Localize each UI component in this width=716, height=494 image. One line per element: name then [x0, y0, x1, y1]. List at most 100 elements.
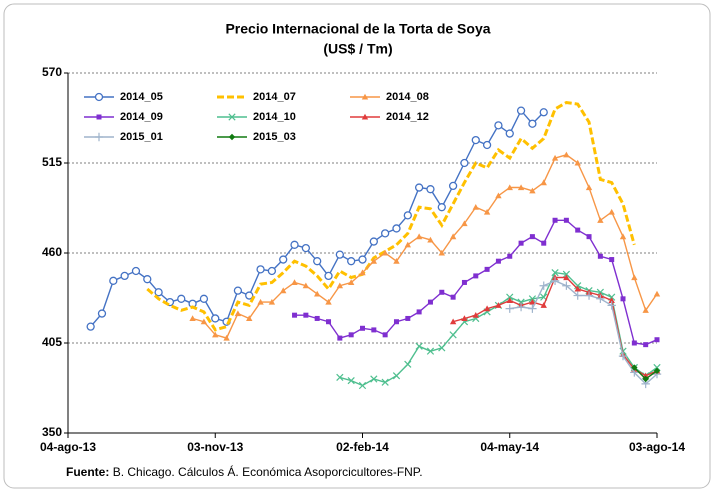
marker-shape: [619, 233, 627, 240]
marker: [393, 257, 400, 264]
marker: [336, 282, 344, 289]
frame: [3, 3, 711, 489]
marker-shape: [495, 258, 501, 264]
marker: [643, 342, 649, 348]
marker: [291, 279, 298, 286]
marker-shape: [381, 229, 390, 238]
marker-shape: [86, 322, 95, 331]
marker: [495, 192, 502, 199]
marker-shape: [484, 266, 490, 272]
marker-shape: [528, 295, 537, 303]
marker-shape: [415, 342, 423, 350]
marker-shape: [369, 237, 378, 246]
marker: [450, 294, 456, 300]
x-tick-label: 03-nov-13: [187, 440, 243, 454]
marker-shape: [313, 257, 322, 266]
marker-shape: [415, 233, 423, 240]
marker-shape: [631, 274, 638, 281]
marker-shape: [472, 311, 479, 318]
marker: [303, 312, 309, 318]
marker-shape: [506, 184, 513, 191]
marker: [449, 233, 457, 240]
marker: [257, 298, 264, 305]
marker-shape: [360, 325, 365, 331]
source-text: B. Chicago. Cálculos Á. Económica Asopor…: [113, 464, 423, 479]
marker: [539, 108, 548, 117]
marker: [336, 373, 344, 381]
marker-shape: [96, 114, 102, 120]
marker: [563, 217, 569, 223]
marker: [267, 266, 277, 276]
marker-shape: [471, 135, 480, 145]
marker-shape: [245, 291, 254, 300]
marker-shape: [233, 286, 243, 295]
marker: [369, 237, 378, 246]
marker: [484, 266, 490, 272]
series-line: [192, 154, 658, 339]
marker: [449, 318, 457, 325]
marker-shape: [461, 315, 468, 322]
marker-shape: [336, 373, 344, 381]
marker-shape: [540, 179, 547, 186]
marker-shape: [507, 253, 513, 259]
marker: [392, 224, 401, 233]
marker-shape: [586, 234, 592, 240]
marker: [245, 291, 254, 300]
marker: [563, 274, 570, 281]
marker-shape: [337, 335, 343, 341]
marker-shape: [584, 291, 594, 300]
marker-shape: [325, 298, 332, 305]
marker-shape: [654, 337, 660, 343]
marker: [540, 179, 547, 186]
marker: [529, 298, 536, 305]
marker: [517, 184, 525, 191]
marker: [585, 184, 593, 191]
legend-marker: [361, 93, 369, 100]
marker-shape: [359, 269, 366, 276]
marker-shape: [347, 279, 355, 286]
marker-shape: [528, 119, 537, 128]
marker-shape: [291, 279, 298, 286]
marker: [437, 203, 446, 212]
marker-shape: [143, 275, 152, 284]
marker-shape: [348, 332, 354, 338]
legend-label: 2014_05: [120, 91, 163, 103]
marker: [631, 274, 638, 281]
marker: [494, 121, 503, 130]
marker-shape: [574, 282, 582, 290]
marker: [392, 372, 401, 380]
marker: [551, 269, 559, 277]
legend-marker: [228, 113, 236, 121]
marker-shape: [279, 255, 288, 264]
marker-shape: [461, 220, 468, 227]
marker: [358, 255, 367, 264]
marker: [551, 154, 559, 161]
marker-shape: [448, 181, 458, 191]
marker-shape: [552, 217, 558, 223]
marker-shape: [449, 331, 457, 339]
marker-shape: [313, 290, 321, 297]
marker-shape: [392, 372, 401, 380]
marker: [382, 332, 388, 338]
marker: [607, 301, 616, 310]
marker-shape: [483, 305, 491, 312]
marker-shape: [404, 360, 412, 368]
marker: [586, 234, 592, 240]
marker-shape: [472, 203, 479, 210]
marker-shape: [200, 318, 208, 325]
marker-shape: [223, 334, 230, 341]
marker-shape: [438, 249, 445, 256]
marker: [325, 298, 332, 305]
x-tick-label: 02-feb-14: [336, 440, 389, 454]
marker-shape: [109, 276, 118, 285]
marker: [211, 314, 220, 323]
marker-shape: [528, 304, 537, 313]
marker-shape: [563, 151, 570, 158]
series-line: [509, 280, 658, 385]
marker: [86, 322, 95, 331]
marker-shape: [517, 184, 525, 191]
marker-shape: [642, 307, 649, 313]
marker-shape: [438, 344, 446, 352]
marker: [495, 302, 502, 308]
marker: [326, 319, 332, 325]
